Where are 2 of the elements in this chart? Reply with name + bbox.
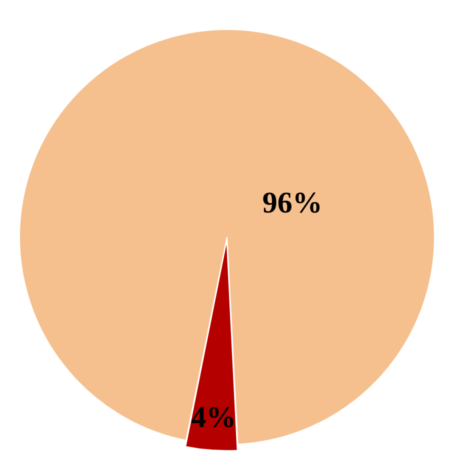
data-label: 96% xyxy=(262,186,322,220)
data-label: 4% xyxy=(191,400,236,434)
